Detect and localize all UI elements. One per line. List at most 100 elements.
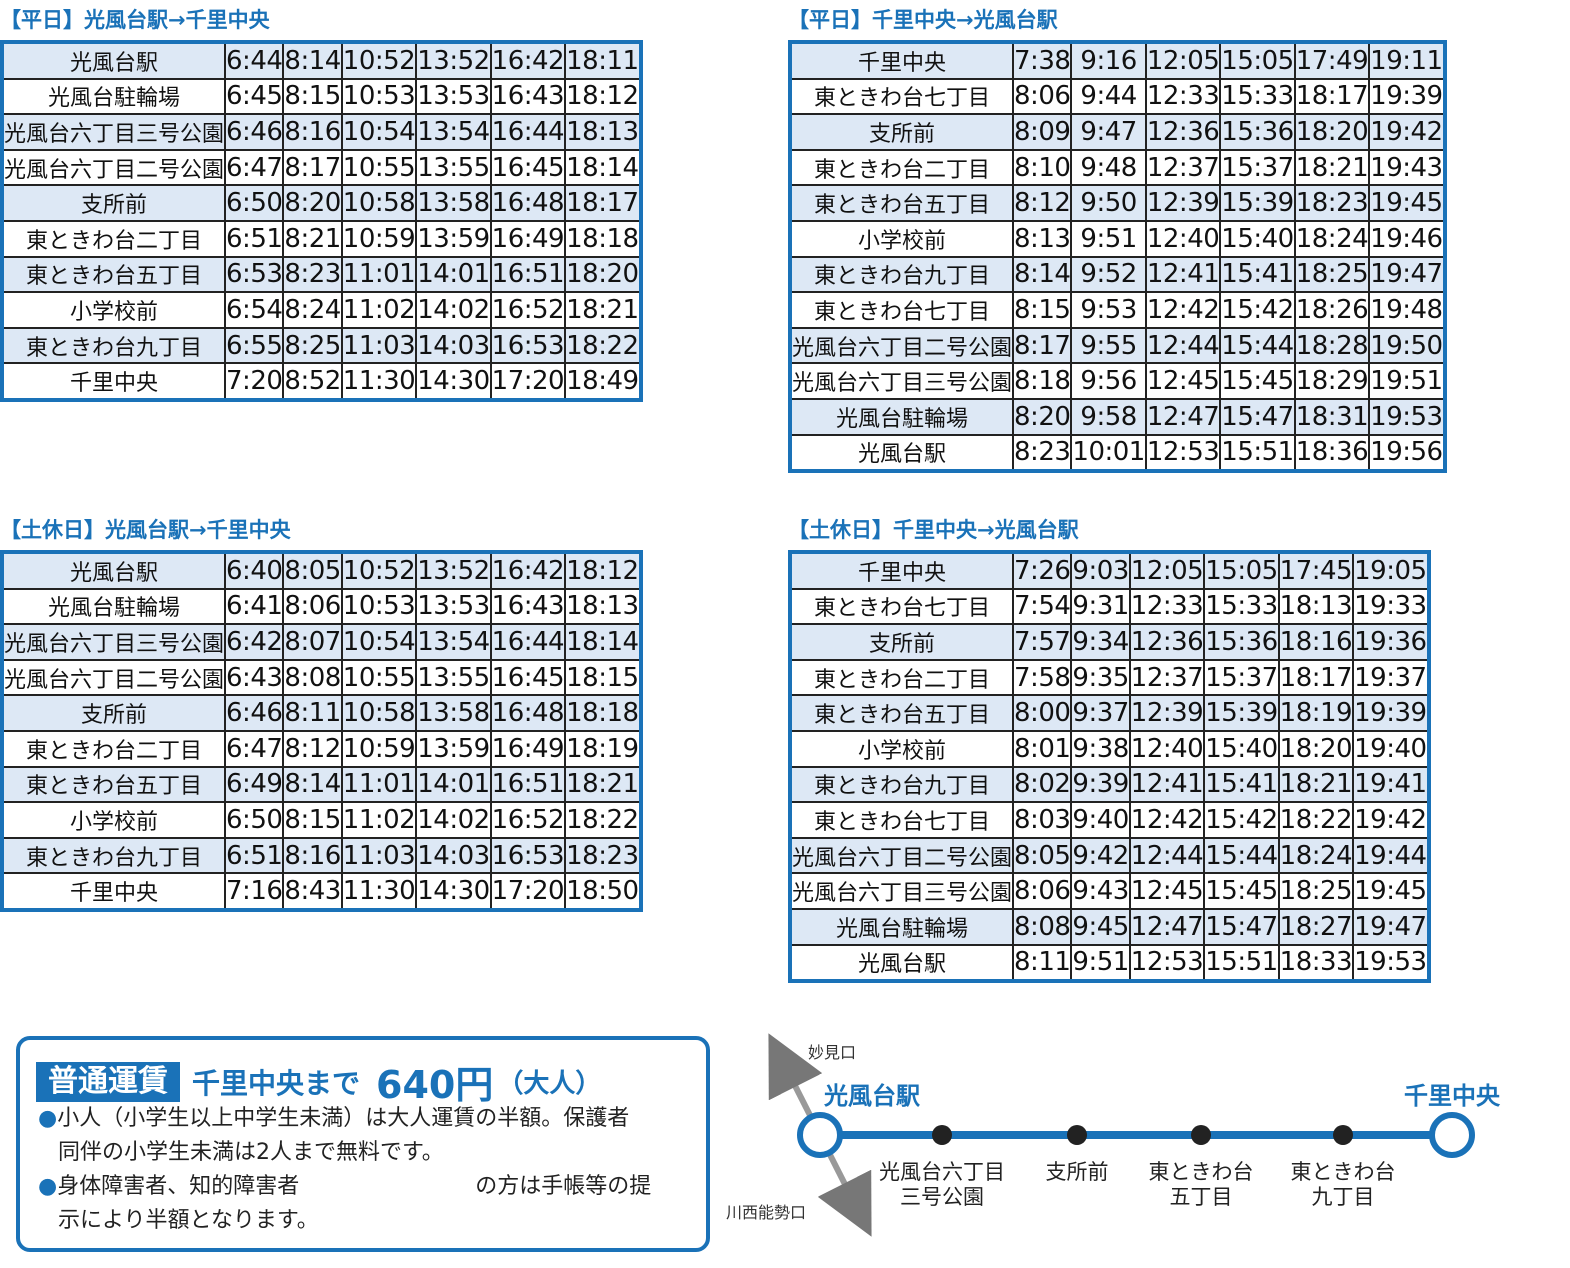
table-row: 千里中央 7:38 9:16 12:05 15:05 17:49 19:11 [788, 41, 1446, 80]
departure-time-cell: 18:19 [1277, 694, 1355, 732]
departure-time-cell: 18:19 [564, 729, 642, 768]
stop-name-cell: 千里中央 [0, 362, 227, 401]
departure-time-cell: 15:40 [1203, 729, 1280, 768]
departure-time-cell: 9:43 [1070, 872, 1131, 910]
table-row: 光風台駅 8:11 9:51 12:53 15:51 18:33 19:53 [788, 943, 1430, 983]
departure-time-cell: 8:11 [1012, 943, 1073, 983]
table-row: 東ときわ台二丁目 6:47 8:12 10:59 13:59 16:49 18:19 [0, 729, 642, 768]
stop-name-cell: 光風台六丁目三号公園 [788, 362, 1015, 400]
stop-name-cell: 千里中央 [788, 41, 1015, 80]
departure-time-cell: 12:39 [1144, 184, 1222, 222]
departure-time-cell: 8:20 [282, 184, 343, 222]
route-map: 光風台駅 千里中央 妙見口 川西能勢口 光風台六丁目 三号公園 支所前 東ときわ… [720, 1030, 1560, 1260]
timetable-title: 【土休日】千里中央→光風台駅 [788, 518, 1079, 542]
departure-time-cell: 19:40 [1352, 729, 1430, 768]
departure-time-cell: 11:02 [340, 801, 418, 839]
stop-name-cell: 東ときわ台九丁目 [0, 836, 227, 875]
departure-time-cell: 12:47 [1128, 907, 1206, 946]
table-row: 支所前 6:50 8:20 10:58 13:58 16:48 18:17 [0, 184, 642, 222]
departure-time-cell: 15:47 [1219, 397, 1296, 436]
departure-time-cell: 10:54 [340, 623, 418, 661]
departure-time-cell: 6:51 [224, 219, 285, 258]
departure-time-cell: 13:55 [415, 148, 492, 187]
table-row: 東ときわ台九丁目 8:14 9:52 12:41 15:41 18:25 19:47 [788, 255, 1446, 294]
departure-time-cell: 15:42 [1203, 801, 1280, 839]
departure-time-cell: 8:02 [1012, 765, 1073, 804]
departure-time-cell: 8:06 [282, 587, 343, 626]
stop-name-cell: 東ときわ台九丁目 [788, 255, 1015, 294]
timetable-table: 千里中央 7:38 9:16 12:05 15:05 17:49 19:11 東ときわ台七丁目… [788, 40, 1447, 474]
table-row: 東ときわ台七丁目 8:06 9:44 12:33 15:33 18:17 19:39 [788, 77, 1446, 116]
departure-time-cell: 6:47 [224, 729, 285, 768]
departure-time-cell: 16:53 [489, 326, 567, 365]
fare-item-line: 身体障害者、知的障害者 の方は手帳等の提 [57, 1174, 652, 1199]
departure-time-cell: 8:15 [282, 77, 343, 116]
timetable-title: 【土休日】光風台駅→千里中央 [0, 518, 291, 542]
departure-time-cell: 18:14 [564, 623, 642, 661]
table-row: 千里中央 7:20 8:52 11:30 14:30 17:20 18:49 [0, 362, 642, 401]
departure-time-cell: 19:05 [1352, 551, 1430, 590]
departure-time-cell: 9:56 [1070, 362, 1147, 400]
departure-time-cell: 15:36 [1203, 623, 1280, 661]
terminus-station-label: 千里中央 [1404, 1082, 1500, 1110]
departure-time-cell: 6:47 [224, 148, 285, 187]
departure-time-cell: 13:58 [415, 184, 492, 222]
table-row: 支所前 6:46 8:11 10:58 13:58 16:48 18:18 [0, 694, 642, 732]
table-row: 東ときわ台七丁目 8:03 9:40 12:42 15:42 18:22 19:42 [788, 801, 1430, 839]
stop-name-cell: 東ときわ台九丁目 [0, 326, 227, 365]
stop-name-cell: 東ときわ台五丁目 [0, 255, 227, 294]
stop-name-cell: 東ときわ台七丁目 [788, 77, 1015, 116]
departure-time-cell: 14:01 [415, 765, 492, 804]
departure-time-cell: 15:37 [1219, 148, 1296, 187]
departure-time-cell: 18:12 [564, 77, 642, 116]
route-line-diagram [768, 1033, 1475, 1237]
departure-time-cell: 15:40 [1219, 219, 1296, 258]
table-row: 東ときわ台五丁目 6:53 8:23 11:01 14:01 16:51 18:20 [0, 255, 642, 294]
departure-time-cell: 13:52 [415, 551, 492, 590]
departure-time-cell: 15:45 [1203, 872, 1280, 910]
departure-time-cell: 18:23 [564, 836, 642, 875]
departure-time-cell: 9:50 [1070, 184, 1147, 222]
departure-time-cell: 8:06 [1012, 77, 1073, 116]
table-row: 光風台六丁目三号公園 6:42 8:07 10:54 13:54 16:44 18:14 [0, 623, 642, 661]
departure-time-cell: 12:53 [1128, 943, 1206, 983]
departure-time-cell: 14:02 [415, 801, 492, 839]
departure-time-cell: 19:56 [1368, 433, 1446, 473]
departure-time-cell: 15:39 [1203, 694, 1280, 732]
departure-time-cell: 18:24 [1277, 836, 1355, 875]
table-row: 光風台駐輪場 6:45 8:15 10:53 13:53 16:43 18:12 [0, 77, 642, 116]
departure-time-cell: 15:05 [1203, 551, 1280, 590]
departure-time-cell: 18:22 [564, 326, 642, 365]
departure-time-cell: 19:37 [1352, 658, 1430, 697]
departure-time-cell: 6:46 [224, 694, 285, 732]
departure-time-cell: 13:58 [415, 694, 492, 732]
departure-time-cell: 9:52 [1070, 255, 1147, 294]
departure-time-cell: 7:54 [1012, 587, 1073, 626]
departure-time-cell: 19:47 [1352, 907, 1430, 946]
departure-time-cell: 9:03 [1070, 551, 1131, 590]
departure-time-cell: 19:36 [1352, 623, 1430, 661]
departure-time-cell: 8:00 [1012, 694, 1073, 732]
departure-time-cell: 13:59 [415, 219, 492, 258]
departure-time-cell: 18:17 [1293, 77, 1371, 116]
departure-time-cell: 18:26 [1293, 291, 1371, 329]
stop-name-cell: 東ときわ台九丁目 [788, 765, 1015, 804]
fare-badge: 普通運賃 [36, 1061, 180, 1102]
stop-name-cell: 光風台駅 [0, 551, 227, 590]
table-row: 光風台駐輪場 8:20 9:58 12:47 15:47 18:31 19:53 [788, 397, 1446, 436]
departure-time-cell: 16:45 [489, 658, 567, 697]
table-row: 光風台駅 6:44 8:14 10:52 13:52 16:42 18:11 [0, 41, 642, 80]
departure-time-cell: 8:24 [282, 291, 343, 329]
departure-time-cell: 9:53 [1070, 291, 1147, 329]
table-row: 支所前 8:09 9:47 12:36 15:36 18:20 19:42 [788, 113, 1446, 151]
stop-marker [1333, 1125, 1353, 1145]
departure-time-cell: 12:42 [1144, 291, 1222, 329]
departure-time-cell: 18:21 [564, 291, 642, 329]
stop-name-cell: 小学校前 [788, 219, 1015, 258]
departure-time-cell: 6:50 [224, 184, 285, 222]
fare-item-line: 小人（小学生以上中学生未満）は大人運賃の半額。保護者 [57, 1106, 630, 1131]
table-row: 東ときわ台二丁目 6:51 8:21 10:59 13:59 16:49 18:18 [0, 219, 642, 258]
stop-label: 東ときわ台 五丁目 [1148, 1160, 1254, 1209]
departure-time-cell: 16:49 [489, 219, 567, 258]
table-row: 小学校前 6:50 8:15 11:02 14:02 16:52 18:22 [0, 801, 642, 839]
